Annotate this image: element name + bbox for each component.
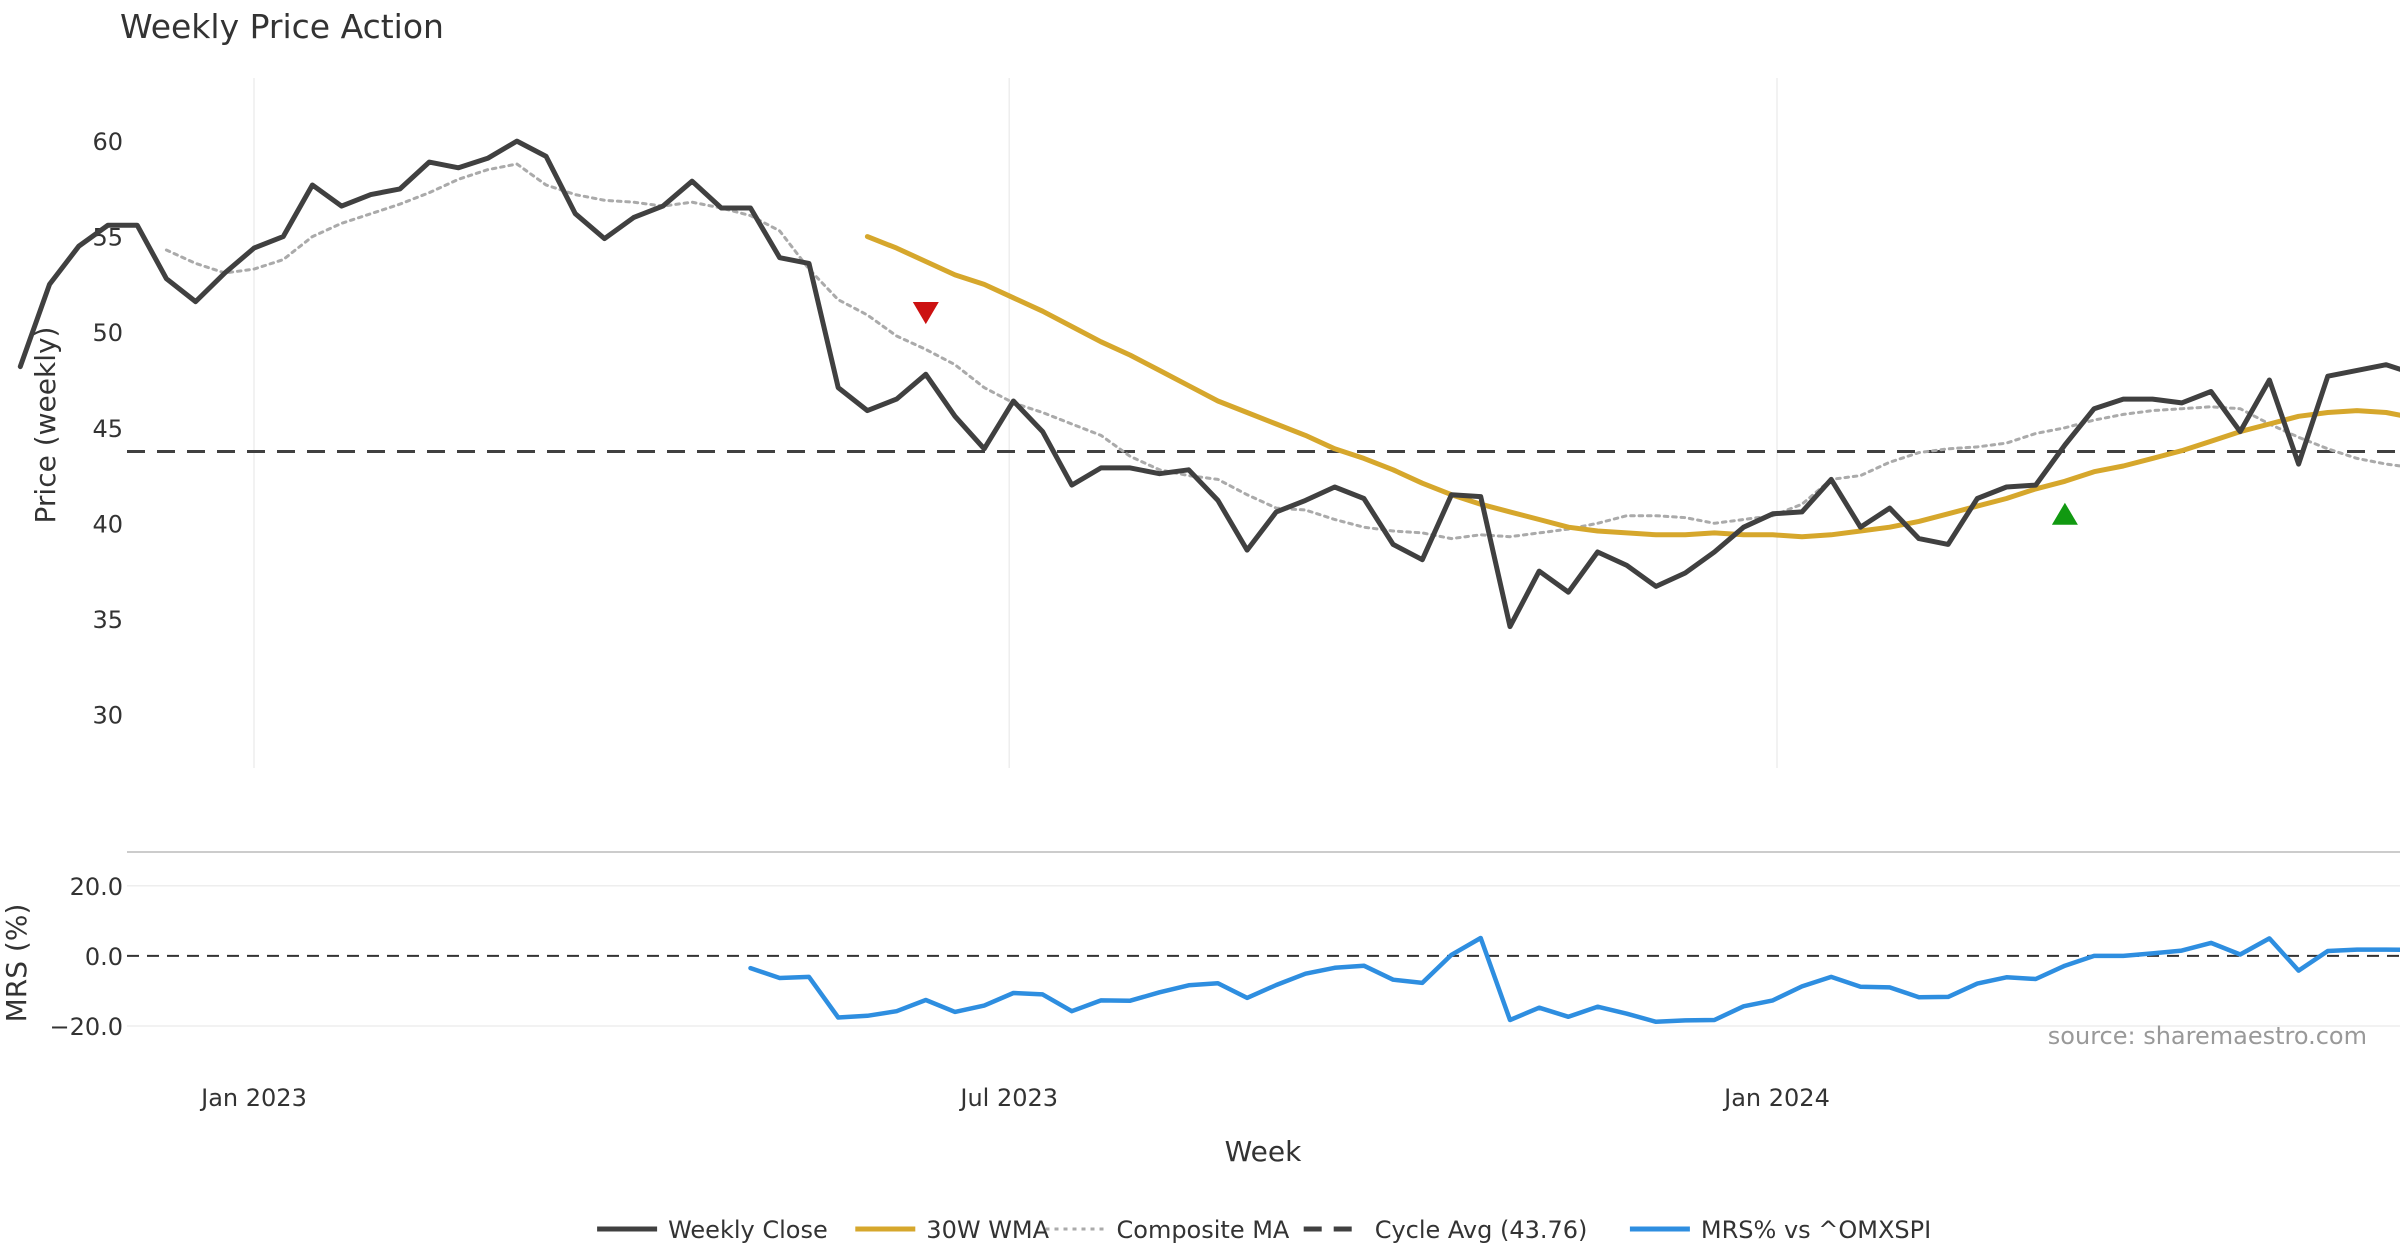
- mrs-tick-label: 20.0: [70, 873, 123, 901]
- price-tick-label: 45: [92, 415, 123, 443]
- mrs-y-axis-label: MRS (%): [0, 904, 33, 1023]
- 30w-wma-line: [864, 234, 2400, 540]
- price-y-axis-label: Price (weekly): [29, 327, 62, 524]
- price-tick-label: 50: [92, 319, 123, 347]
- price-tick-label: 40: [92, 510, 123, 538]
- legend-label: 30W WMA: [926, 1216, 1049, 1244]
- x-tick-label: Jan 2024: [1722, 1084, 1830, 1112]
- x-axis-label: Week: [1225, 1135, 1302, 1168]
- price-tick-label: 60: [92, 128, 123, 156]
- mrs-line: [748, 935, 2400, 1025]
- mrs-series: [127, 935, 2400, 1025]
- x-tick-label: Jul 2023: [958, 1084, 1058, 1112]
- legend-label: Weekly Close: [668, 1216, 828, 1244]
- legend-label: Composite MA: [1117, 1216, 1290, 1244]
- source-annotation: source: sharemaestro.com: [2048, 1022, 2367, 1050]
- grid-lines: [127, 78, 2400, 1027]
- price-tick-label: 30: [92, 701, 123, 729]
- price-series: [17, 138, 2400, 630]
- mrs-tick-label: 0.0: [85, 943, 123, 971]
- mrs-y-ticks: 20.0 0.0 −20.0: [49, 873, 123, 1041]
- mrs-tick-label: −20.0: [49, 1013, 123, 1041]
- x-tick-label: Jan 2023: [199, 1084, 307, 1112]
- chart-title: Weekly Price Action: [120, 7, 444, 46]
- sell-signal-marker: [912, 302, 939, 325]
- weekly-close-line: [17, 138, 2400, 630]
- legend-label: Cycle Avg (43.76): [1375, 1216, 1588, 1244]
- legend: Weekly Close 30W WMA Composite MA Cycle Avg…: [597, 1216, 1931, 1244]
- legend-label: MRS% vs ^OMXSPI: [1701, 1216, 1931, 1244]
- price-tick-label: 35: [92, 606, 123, 634]
- signal-markers: [912, 302, 2078, 525]
- composite-ma-line: [164, 162, 2400, 541]
- buy-signal-marker: [2051, 502, 2078, 525]
